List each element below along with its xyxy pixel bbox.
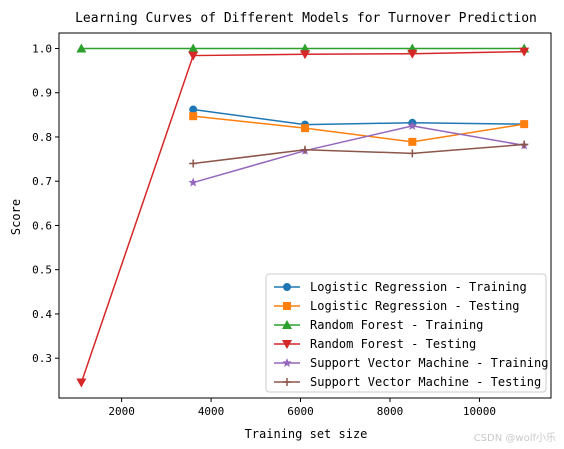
y-tick-label: 1.0 (32, 42, 52, 55)
data-point (188, 51, 199, 61)
data-point (189, 159, 198, 168)
data-point (189, 105, 198, 114)
x-tick-label: 2000 (108, 405, 135, 418)
legend-marker (282, 320, 292, 329)
data-point (188, 177, 198, 187)
y-tick-label: 0.4 (32, 308, 52, 321)
data-point (300, 50, 310, 60)
legend-label: Random Forest - Training (310, 318, 483, 332)
x-tick-label: 10000 (463, 405, 496, 418)
data-point (188, 43, 199, 53)
legend-label: Support Vector Machine - Testing (310, 375, 541, 389)
series-1 (189, 112, 529, 146)
legend-marker (283, 283, 291, 291)
legend-marker (282, 358, 292, 368)
x-axis-label: Training set size (245, 427, 368, 441)
series-5 (189, 140, 529, 168)
legend-marker (282, 340, 292, 349)
data-point (300, 43, 310, 53)
series-line (193, 115, 525, 143)
y-axis-label: Score (9, 199, 23, 235)
legend-marker (283, 302, 291, 310)
data-point (407, 49, 418, 59)
y-axis-ticks: 0.3 0.4 0.5 0.6 0.7 0.8 0.9 1.0 (32, 42, 59, 365)
legend: Logistic Regression - Training Logistic R… (265, 273, 548, 393)
data-point (301, 124, 309, 133)
series-2 (76, 43, 530, 53)
data-point (76, 378, 87, 388)
legend-label: Random Forest - Testing (310, 337, 476, 351)
axes-frame (58, 32, 552, 399)
data-point (520, 140, 529, 149)
y-tick-label: 0.7 (32, 175, 52, 188)
y-tick-label: 0.6 (32, 219, 52, 232)
series-line (192, 125, 525, 184)
y-tick-label: 0.5 (32, 264, 52, 277)
series-0 (189, 105, 529, 129)
chart-title: Learning Curves of Different Models for … (75, 11, 537, 26)
legend-label: Support Vector Machine - Training (310, 356, 548, 370)
legend-label: Logistic Regression - Testing (310, 299, 520, 313)
data-point (519, 47, 530, 57)
legend-box (265, 273, 547, 393)
series-3 (76, 47, 530, 388)
watermark: CSDN @wolf小乐 (473, 433, 556, 444)
data-point (189, 112, 198, 121)
data-point (408, 137, 417, 146)
x-tick-label: 4000 (198, 405, 225, 418)
data-point (301, 145, 309, 154)
x-tick-label: 6000 (287, 405, 314, 418)
data-point (408, 149, 417, 158)
y-tick-label: 0.3 (32, 352, 52, 365)
y-tick-label: 0.9 (32, 87, 52, 100)
legend-marker (283, 378, 291, 386)
series-line (193, 143, 525, 165)
series-line (193, 108, 525, 126)
x-tick-label: 8000 (377, 405, 404, 418)
x-axis-ticks: 2000 4000 6000 8000 10000 (108, 398, 496, 418)
data-point (407, 120, 418, 130)
data-point (520, 120, 529, 129)
plot-area (76, 43, 530, 388)
y-tick-label: 0.8 (32, 131, 52, 144)
legend-label: Logistic Regression - Training (310, 280, 527, 294)
data-point (76, 43, 87, 53)
